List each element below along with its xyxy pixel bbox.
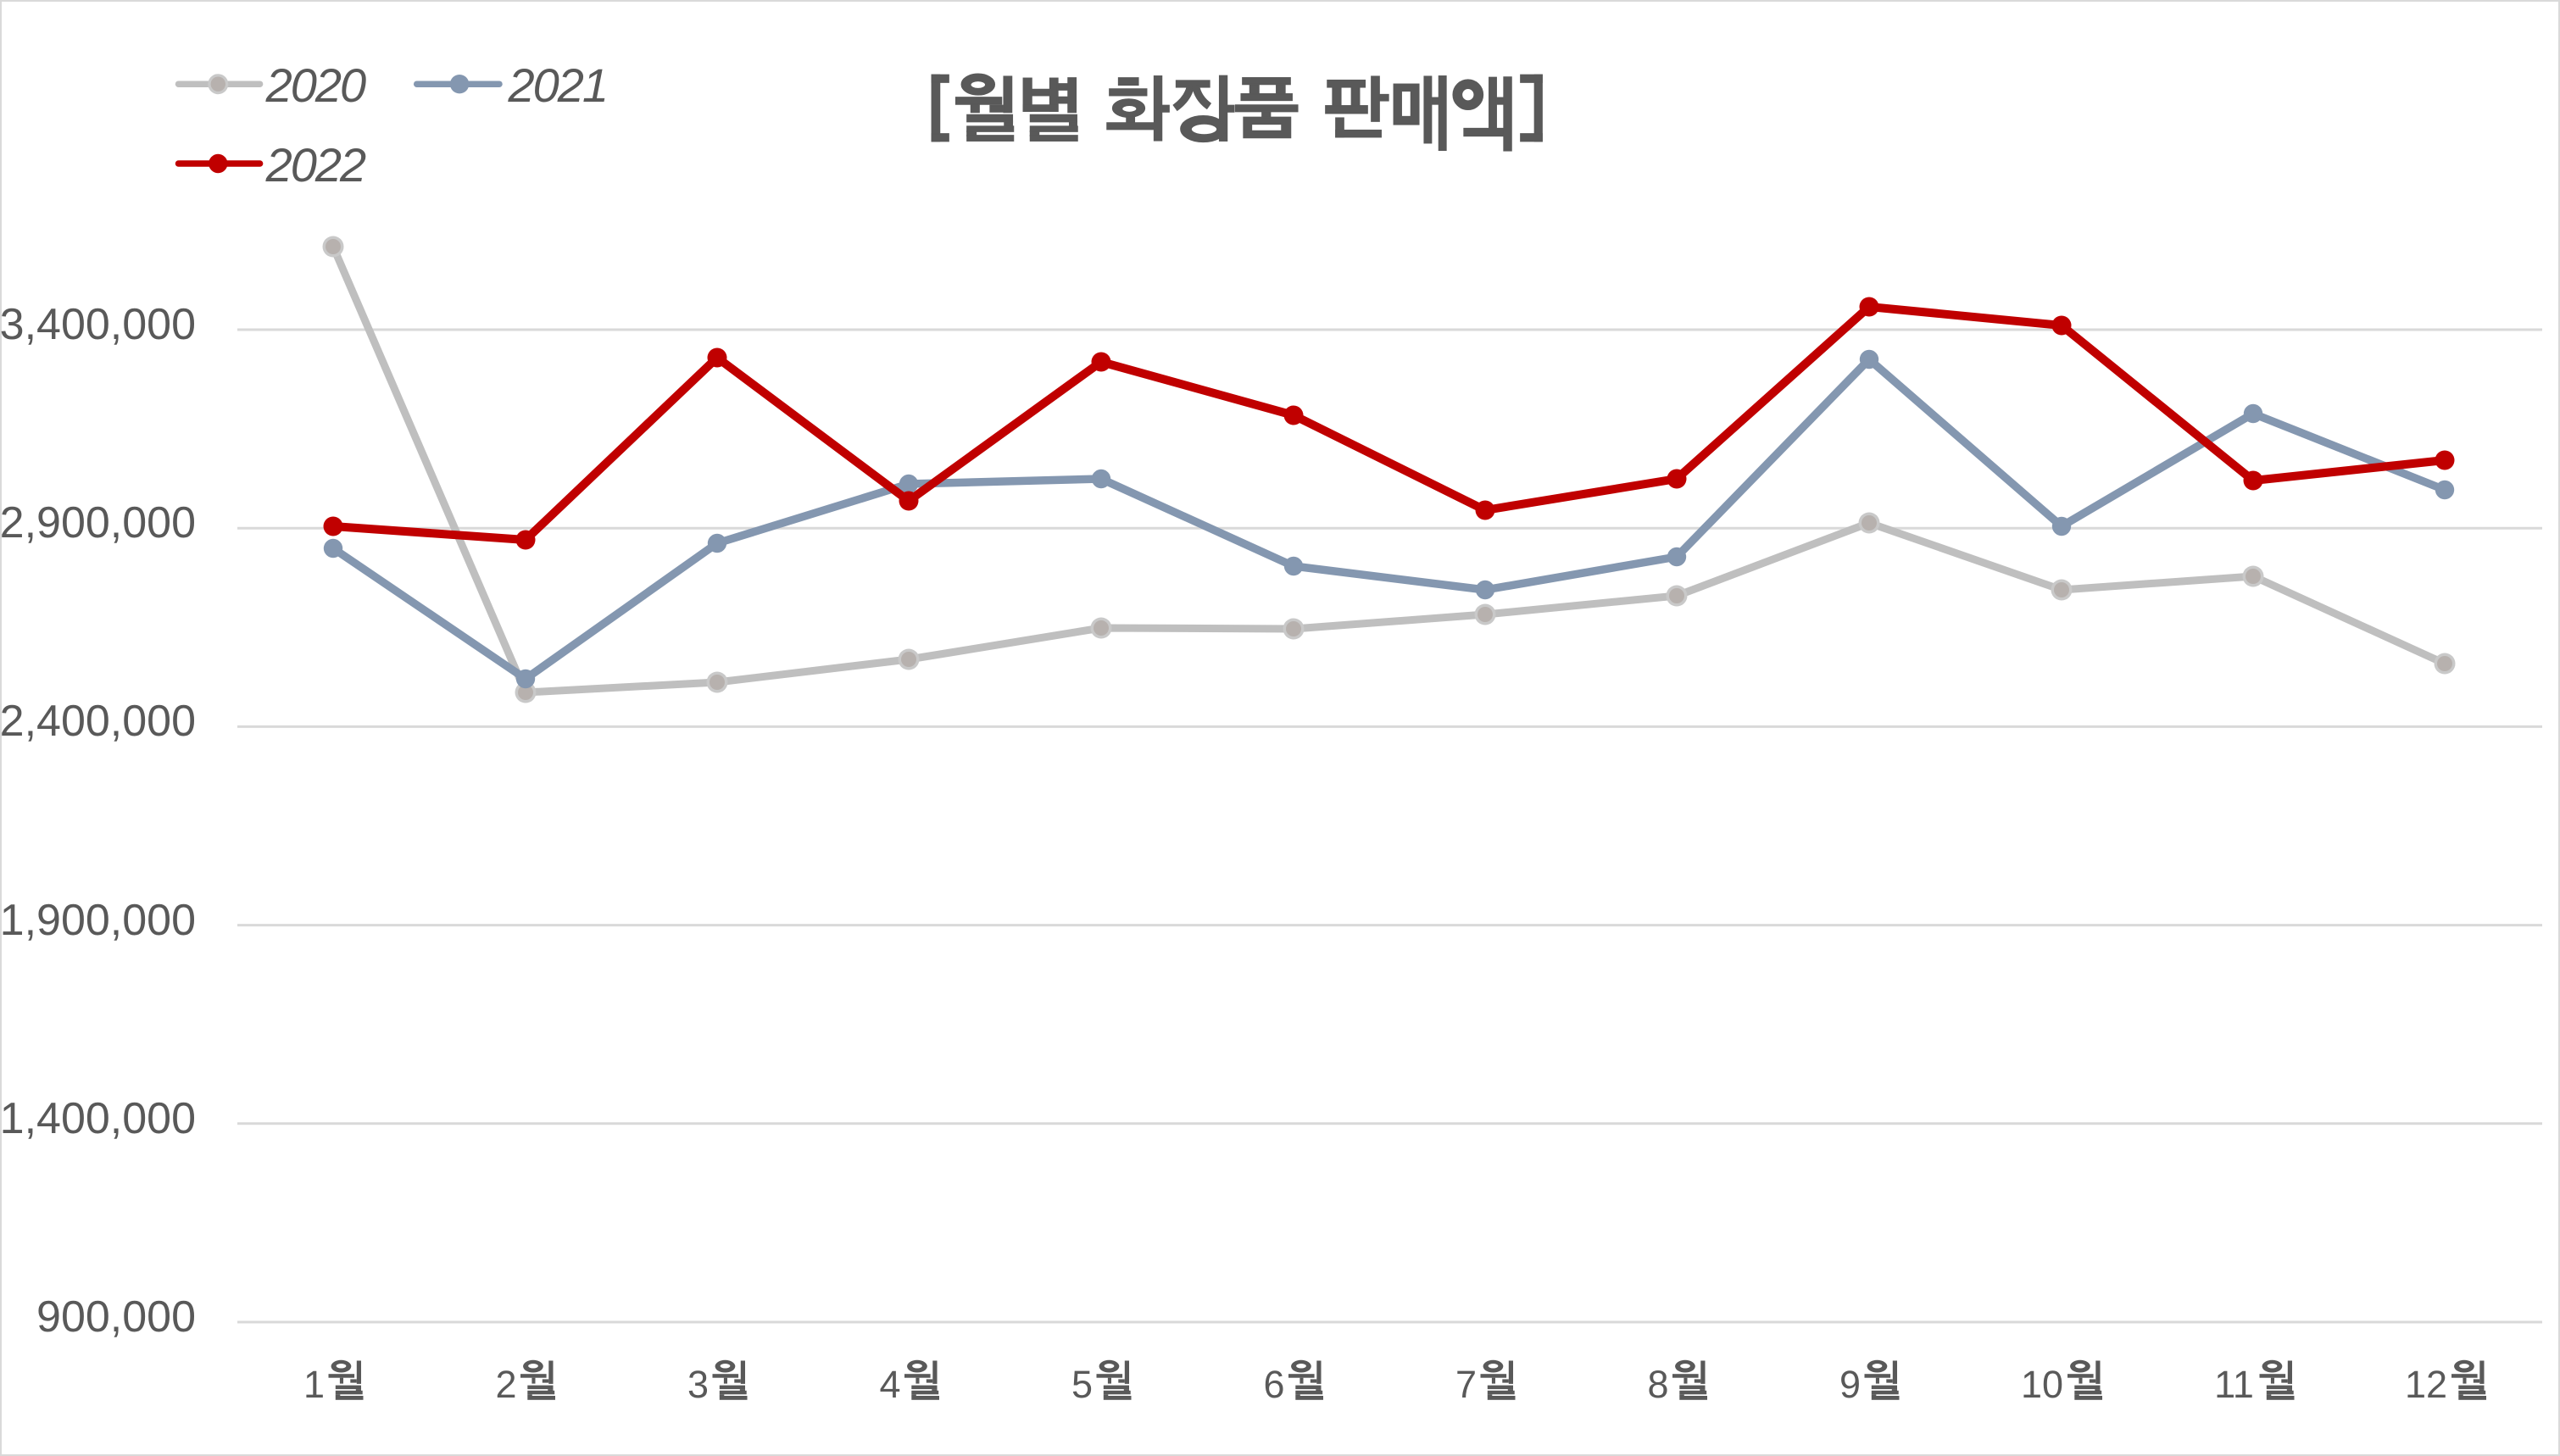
svg-text:4: 4 bbox=[879, 1363, 900, 1406]
svg-text:2: 2 bbox=[495, 1363, 516, 1406]
svg-text:7: 7 bbox=[1455, 1363, 1477, 1406]
svg-text:2020: 2020 bbox=[265, 58, 366, 112]
svg-text:8: 8 bbox=[1647, 1363, 1668, 1406]
svg-text:2021: 2021 bbox=[508, 58, 608, 112]
svg-text:3: 3 bbox=[687, 1363, 709, 1406]
svg-text:12: 12 bbox=[2405, 1363, 2447, 1406]
svg-text:9: 9 bbox=[1839, 1363, 1861, 1406]
svg-text:11: 11 bbox=[2214, 1363, 2254, 1406]
svg-text:6: 6 bbox=[1263, 1363, 1284, 1406]
svg-text:5: 5 bbox=[1071, 1363, 1093, 1406]
svg-text:2,900,000: 2,900,000 bbox=[0, 498, 196, 547]
svg-text:1,400,000: 1,400,000 bbox=[0, 1094, 196, 1143]
svg-text:1,900,000: 1,900,000 bbox=[0, 896, 196, 945]
svg-text:1: 1 bbox=[303, 1363, 325, 1406]
svg-text:10: 10 bbox=[2021, 1363, 2063, 1406]
svg-text:2022: 2022 bbox=[265, 138, 366, 192]
svg-text:3,400,000: 3,400,000 bbox=[0, 300, 196, 349]
svg-text:2,400,000: 2,400,000 bbox=[0, 697, 196, 746]
svg-text:900,000: 900,000 bbox=[36, 1292, 196, 1342]
